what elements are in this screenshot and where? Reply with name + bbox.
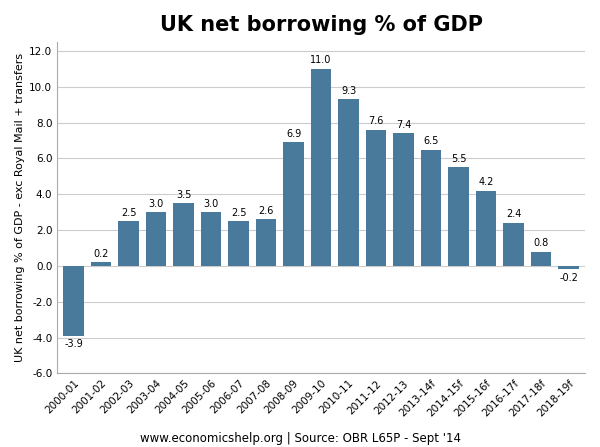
Bar bbox=[91, 262, 112, 266]
Text: 11.0: 11.0 bbox=[310, 55, 332, 65]
Text: 2.5: 2.5 bbox=[231, 207, 247, 218]
Text: 3.0: 3.0 bbox=[203, 198, 219, 209]
Bar bbox=[421, 150, 442, 266]
Title: UK net borrowing % of GDP: UK net borrowing % of GDP bbox=[160, 15, 482, 35]
Bar bbox=[476, 191, 496, 266]
Text: 0.2: 0.2 bbox=[94, 249, 109, 259]
Bar bbox=[338, 99, 359, 266]
Y-axis label: UK net borrowing % of GDP - exc Royal Mail + transfers: UK net borrowing % of GDP - exc Royal Ma… bbox=[15, 53, 25, 362]
Text: 6.5: 6.5 bbox=[424, 136, 439, 146]
Bar bbox=[118, 221, 139, 266]
Text: www.economicshelp.org | Source: OBR L65P - Sept '14: www.economicshelp.org | Source: OBR L65P… bbox=[139, 432, 461, 445]
Bar bbox=[366, 130, 386, 266]
Bar bbox=[311, 69, 331, 266]
Text: 7.4: 7.4 bbox=[396, 120, 411, 130]
Text: 4.2: 4.2 bbox=[478, 177, 494, 187]
Bar bbox=[531, 252, 551, 266]
Text: 9.3: 9.3 bbox=[341, 86, 356, 96]
Text: 7.6: 7.6 bbox=[368, 116, 384, 126]
Text: 2.5: 2.5 bbox=[121, 207, 136, 218]
Bar bbox=[283, 143, 304, 266]
Bar bbox=[558, 266, 579, 270]
Bar bbox=[146, 212, 166, 266]
Text: 3.0: 3.0 bbox=[148, 198, 164, 209]
Bar bbox=[448, 168, 469, 266]
Text: 3.5: 3.5 bbox=[176, 190, 191, 200]
Bar bbox=[228, 221, 249, 266]
Text: 2.6: 2.6 bbox=[259, 206, 274, 216]
Text: -0.2: -0.2 bbox=[559, 273, 578, 283]
Bar bbox=[393, 133, 414, 266]
Text: 2.4: 2.4 bbox=[506, 209, 521, 219]
Text: -3.9: -3.9 bbox=[64, 339, 83, 349]
Text: 5.5: 5.5 bbox=[451, 154, 466, 164]
Text: 6.9: 6.9 bbox=[286, 129, 301, 139]
Bar bbox=[503, 223, 524, 266]
Bar bbox=[201, 212, 221, 266]
Bar bbox=[64, 266, 84, 336]
Bar bbox=[173, 203, 194, 266]
Bar bbox=[256, 219, 277, 266]
Text: 0.8: 0.8 bbox=[533, 238, 548, 248]
